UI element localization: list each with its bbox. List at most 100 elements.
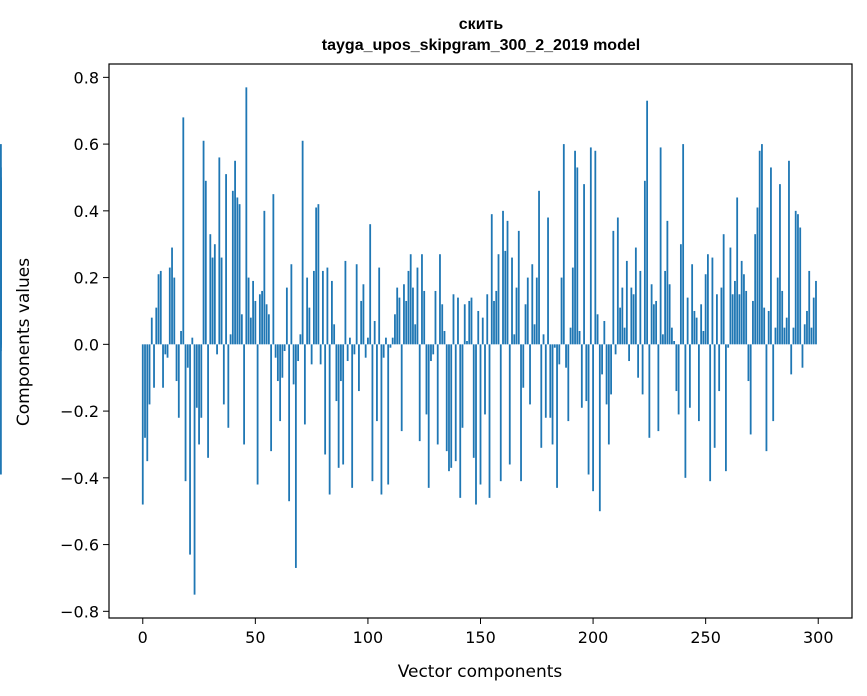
bar-53 [261,290,263,345]
bar-276 [763,307,766,345]
bar-145 [468,300,471,345]
bar-154 [488,344,491,498]
bar-43 [238,204,241,345]
y-axis: −0.8 −0.6 −0.4 −0.2 0.0 0.2 0.4 0.6 0.8 [60,68,109,621]
bar-175 [535,277,538,345]
bar-153 [486,294,489,345]
bar-252 [709,344,712,482]
bar-70 [299,334,302,345]
bar-32 [213,244,216,345]
bar-115 [400,344,403,432]
bar-281 [774,327,777,345]
bar-295 [806,310,808,345]
x-tick-label: 100 [353,628,384,647]
bar-227 [652,304,655,345]
bar-83 [328,344,331,495]
bar-228 [655,300,658,345]
bar-102 [371,344,374,482]
bar-57 [270,344,273,452]
bar-40 [231,190,234,345]
bar-143 [463,304,466,345]
bar-undefined [0,287,2,345]
bar-220 [637,344,640,378]
bar-255 [716,294,718,345]
bar-189 [567,344,570,422]
bar-290 [794,210,797,345]
bar-210 [614,344,617,355]
bar-122 [416,267,419,345]
bar-294 [803,324,806,345]
bar-50 [254,300,257,345]
bar-166 [515,287,518,345]
bar-65 [288,344,291,502]
bar-107 [382,344,385,358]
bar-219 [634,247,637,345]
bar-246 [695,317,698,345]
bar-13 [171,247,173,345]
bar-198 [587,344,590,475]
bar-2 [146,344,149,462]
x-tick-label: 200 [578,628,609,647]
bar-104 [376,344,378,422]
bar-293 [801,344,804,368]
bar-133 [441,304,444,345]
bar-278 [767,310,770,345]
bar-101 [369,224,372,345]
bar-26 [200,344,203,418]
bar-212 [619,307,621,345]
bar-undefined [0,330,2,345]
bar-188 [565,344,567,368]
bar-174 [533,324,536,345]
bar-191 [571,267,574,345]
bar-22 [191,337,194,345]
bar-16 [177,344,180,418]
bar-270 [749,344,752,435]
bar-152 [484,344,486,415]
bar-undefined [0,180,2,345]
bar-139 [454,344,457,462]
bar-230 [659,147,662,345]
bar-273 [756,207,759,345]
bar-73 [306,277,309,345]
bar-269 [747,344,750,382]
bar-24 [195,344,198,408]
bar-206 [605,344,608,405]
bar-8 [159,270,162,345]
bar-170 [524,304,527,345]
bar-229 [657,344,660,432]
bar-264 [736,197,739,345]
bar-250 [704,274,707,345]
bar-232 [664,270,667,345]
y-tick-label: −0.2 [60,402,99,421]
bar-62 [281,344,284,378]
bar-296 [808,270,811,345]
bar-20 [186,344,189,368]
bar-240 [682,144,685,345]
bar-132 [439,254,441,345]
bar-147 [472,344,475,458]
bar-202 [596,314,599,345]
bar-171 [526,277,529,345]
bar-44 [240,314,243,345]
bar-177 [540,344,543,448]
bar-71 [301,140,304,345]
bar-33 [216,344,218,355]
bar-205 [603,320,606,345]
bar-23 [193,344,196,595]
bar-92 [349,337,351,345]
bar-11 [166,344,169,358]
bar-193 [576,167,579,345]
bar-6 [155,307,158,345]
bar-25 [198,344,200,445]
bar-238 [677,344,680,415]
bar-299 [815,280,817,345]
bar-157 [495,290,498,345]
bar-268 [745,290,748,345]
bar-54 [263,210,266,345]
bar-251 [707,254,709,345]
bar-15 [175,344,178,382]
bar-38 [227,344,230,428]
bar-221 [639,270,642,345]
bar-19 [184,344,187,482]
bar-297 [810,327,813,345]
